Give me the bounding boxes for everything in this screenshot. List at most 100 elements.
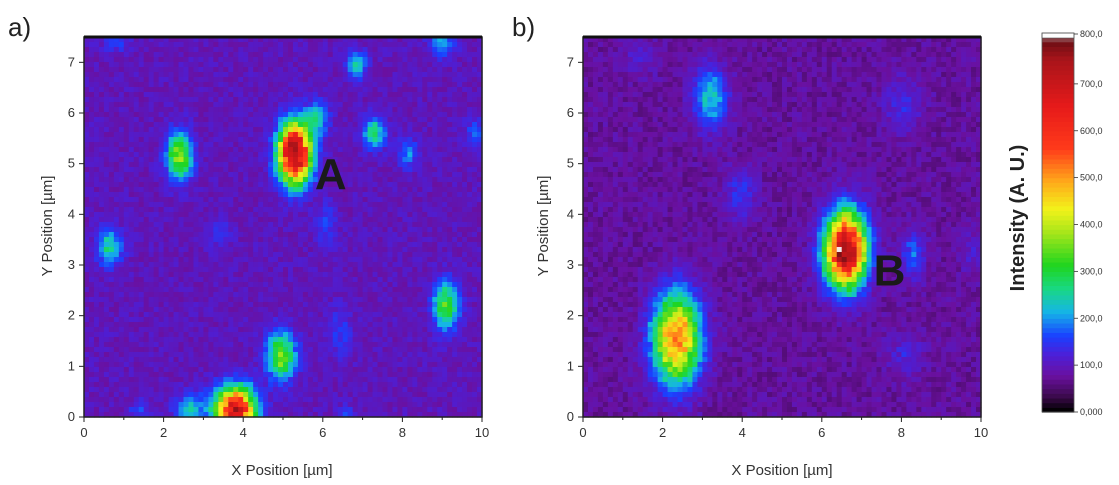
heatmap-cell [233, 262, 239, 268]
heatmap-cell [248, 37, 254, 43]
heatmap-cell [253, 102, 259, 108]
heatmap-cell [377, 97, 384, 103]
heatmap-cell [168, 327, 175, 333]
heatmap-cell [253, 92, 259, 98]
heatmap-cell [397, 307, 403, 313]
heatmap-cell [322, 232, 329, 238]
heatmap-cell [427, 112, 433, 118]
heatmap-cell [268, 192, 274, 198]
heatmap-cell [163, 307, 170, 313]
heatmap-cell [382, 172, 389, 178]
heatmap-cell [312, 42, 319, 48]
heatmap-cell [377, 212, 384, 218]
heatmap-cell [183, 312, 190, 318]
heatmap-cell [153, 272, 160, 278]
heatmap-cell [387, 37, 394, 43]
heatmap-cell [287, 37, 294, 43]
heatmap-cell [362, 177, 369, 183]
heatmap-cell [337, 102, 344, 108]
heatmap-cell [283, 202, 289, 208]
heatmap-cell [447, 147, 453, 153]
heatmap-cell [238, 282, 244, 288]
heatmap-cell [258, 177, 264, 183]
heatmap-cell [153, 302, 160, 308]
heatmap-cell [103, 52, 110, 58]
heatmap-cell [233, 42, 239, 48]
heatmap-cell [352, 192, 359, 198]
heatmap-cell [98, 287, 105, 293]
heatmap-cell [462, 252, 468, 258]
heatmap-cell [377, 122, 384, 128]
heatmap-cell [278, 182, 284, 188]
heatmap-cell [392, 242, 399, 248]
heatmap-cell [427, 207, 433, 213]
heatmap-cell [133, 87, 140, 93]
heatmap-cell [118, 347, 125, 353]
heatmap-cell [84, 92, 90, 98]
heatmap-cell [302, 177, 309, 183]
heatmap-cell [143, 87, 150, 93]
heatmap-cell [203, 202, 209, 208]
heatmap-cell [283, 237, 289, 243]
heatmap-cell [402, 42, 408, 48]
heatmap-cell [233, 157, 239, 163]
heatmap-cell [387, 342, 394, 348]
heatmap-cell [412, 287, 418, 293]
heatmap-cell [84, 272, 90, 278]
heatmap-cell [88, 172, 95, 178]
heatmap-cell [337, 237, 344, 243]
heatmap-cell [302, 47, 309, 53]
heatmap-cell [397, 212, 403, 218]
heatmap-cell [113, 217, 120, 223]
heatmap-cell [208, 42, 214, 48]
heatmap-cell [233, 302, 239, 308]
heatmap-cell [312, 227, 319, 233]
heatmap-cell [93, 257, 100, 263]
heatmap-cell [437, 222, 443, 228]
heatmap-cell [248, 337, 254, 343]
heatmap-cell [198, 312, 204, 318]
heatmap-cell [297, 97, 304, 103]
heatmap-cell [228, 227, 234, 233]
heatmap-cell [118, 287, 125, 293]
heatmap-cell [283, 167, 289, 173]
heatmap-cell [118, 297, 125, 303]
heatmap-cell [153, 252, 160, 258]
heatmap-cell [362, 302, 369, 308]
heatmap-cell [253, 57, 259, 63]
heatmap-cell [258, 72, 264, 78]
heatmap-cell [432, 232, 438, 238]
heatmap-cell [148, 67, 155, 73]
heatmap-cell [387, 67, 394, 73]
heatmap-cell [253, 37, 259, 43]
heatmap-cell [198, 157, 204, 163]
heatmap-cell [158, 237, 165, 243]
heatmap-cell [138, 187, 145, 193]
heatmap-cell [477, 302, 483, 308]
heatmap-cell [457, 162, 463, 168]
heatmap-cell [233, 282, 239, 288]
heatmap-cell [357, 332, 364, 338]
heatmap-cell [248, 62, 254, 68]
heatmap-cell [312, 187, 319, 193]
heatmap-cell [362, 112, 369, 118]
heatmap-cell [427, 232, 433, 238]
heatmap-cell [467, 247, 473, 253]
heatmap-cell [377, 312, 384, 318]
heatmap-cell [173, 132, 180, 138]
heatmap-cell [452, 242, 458, 248]
heatmap-cell [253, 217, 259, 223]
heatmap-cell [273, 252, 279, 258]
heatmap-cell [188, 272, 195, 278]
heatmap-cell [417, 87, 423, 93]
heatmap-cell [88, 52, 95, 58]
heatmap-cell [103, 172, 110, 178]
heatmap-cell [377, 112, 384, 118]
heatmap-cell [283, 247, 289, 253]
heatmap-cell [437, 302, 443, 308]
heatmap-cell [88, 257, 95, 263]
heatmap-cell [123, 297, 130, 303]
heatmap-cell [223, 292, 229, 298]
heatmap-cell [223, 197, 229, 203]
heatmap-cell [342, 262, 349, 268]
